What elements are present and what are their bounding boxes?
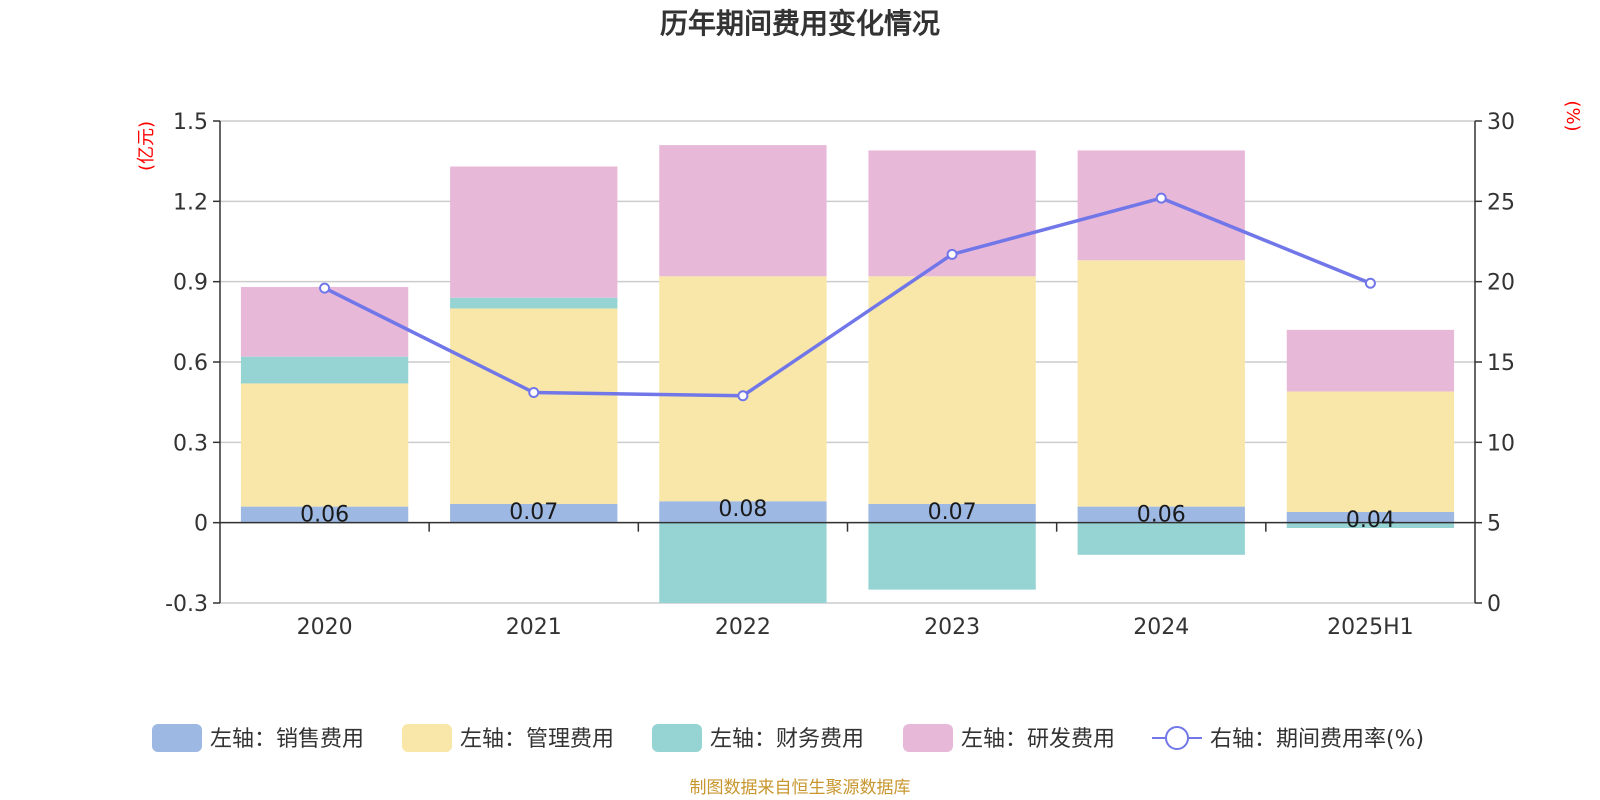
data-label: 0.06 [1137,503,1186,528]
legend-label: 左轴：销售费用 [210,727,364,752]
bar-segment [240,356,409,384]
rate-point [946,248,958,260]
bar-segment [450,166,618,298]
x-tick-label: 2020 [297,615,353,640]
data-labels: 0.06 0.07 0.08 0.07 0.06 0.04 [300,497,1395,533]
bar-segment [1077,150,1245,261]
bar-segment [450,297,618,309]
x-tick-label: 2025H1 [1327,615,1414,640]
rate-point [1155,192,1167,204]
x-tick-label: 2021 [506,615,562,640]
bar-segment [1286,511,1455,523]
bar-series [240,145,1455,603]
rate-line [323,196,1372,398]
bar-segment [1077,522,1245,555]
bar-segment [450,308,618,504]
legend-swatch [903,724,953,752]
source-note: 制图数据来自恒生聚源数据库 [690,778,911,798]
bar-segment [659,501,827,523]
left-tick-label: 1.2 [173,190,208,215]
bar-segment [868,276,1036,504]
legend-swatch [152,724,202,752]
legend-swatch [652,724,702,752]
rate-point [319,282,331,294]
right-tick-label: 20 [1487,271,1515,296]
legend-label: 右轴：期间费用率(%) [1210,727,1424,752]
right-tick-label: 15 [1487,351,1515,376]
bar-segment [868,522,1036,590]
data-label: 0.04 [1346,508,1395,533]
rate-point [737,390,749,402]
left-axis-unit: (亿元) [136,121,157,171]
bar-segment [1077,506,1245,523]
legend: 左轴：销售费用 左轴：管理费用 左轴：财务费用 左轴：研发费用 右轴：期间费用率(%) [152,724,1424,752]
data-label: 0.07 [509,500,558,525]
legend-swatch [402,724,452,752]
legend-point-swatch [1165,726,1189,750]
rate-line-series [319,192,1376,402]
left-tick-label: -0.3 [165,592,208,617]
x-tick-label: 2024 [1133,615,1189,640]
right-axis-unit: (%) [1562,100,1583,131]
right-tick-label: 0 [1487,592,1501,617]
bar-segment [1077,260,1245,507]
data-label: 0.07 [928,500,977,525]
right-tick-label: 5 [1487,512,1501,537]
bar-segment [868,503,1036,523]
bar-segment [1286,329,1455,392]
bar-segment [240,383,409,507]
bar-segment [1286,391,1455,512]
right-tick-label: 10 [1487,431,1515,456]
bar-segment [659,276,827,502]
x-tick-label: 2022 [715,615,771,640]
rate-point [1364,277,1376,289]
left-tick-label: 0 [194,512,208,537]
bar-segment [659,522,827,603]
data-label: 0.08 [718,497,767,522]
legend-label: 左轴：财务费用 [710,727,864,752]
right-tick-label: 30 [1487,110,1515,135]
rate-point [528,387,540,399]
bar-segment [659,145,827,277]
axes: -0.3 0 0.3 0.6 0.9 1.2 1.5 0 5 10 15 20 25 30 2020 2021… [165,110,1515,640]
left-tick-label: 0.6 [173,351,208,376]
legend-label: 左轴：研发费用 [961,727,1115,752]
legend-label: 左轴：管理费用 [460,727,614,752]
left-tick-label: 1.5 [173,110,208,135]
x-tick-label: 2023 [924,615,980,640]
right-tick-label: 25 [1487,190,1515,215]
bar-segment [240,287,409,357]
bar-segment [1286,522,1455,529]
data-label: 0.06 [300,503,349,528]
left-tick-label: 0.3 [173,431,208,456]
left-tick-label: 0.9 [173,271,208,296]
chart-title: 历年期间费用变化情况 [660,7,940,40]
bar-segment [240,506,409,523]
bar-segment [450,503,618,523]
